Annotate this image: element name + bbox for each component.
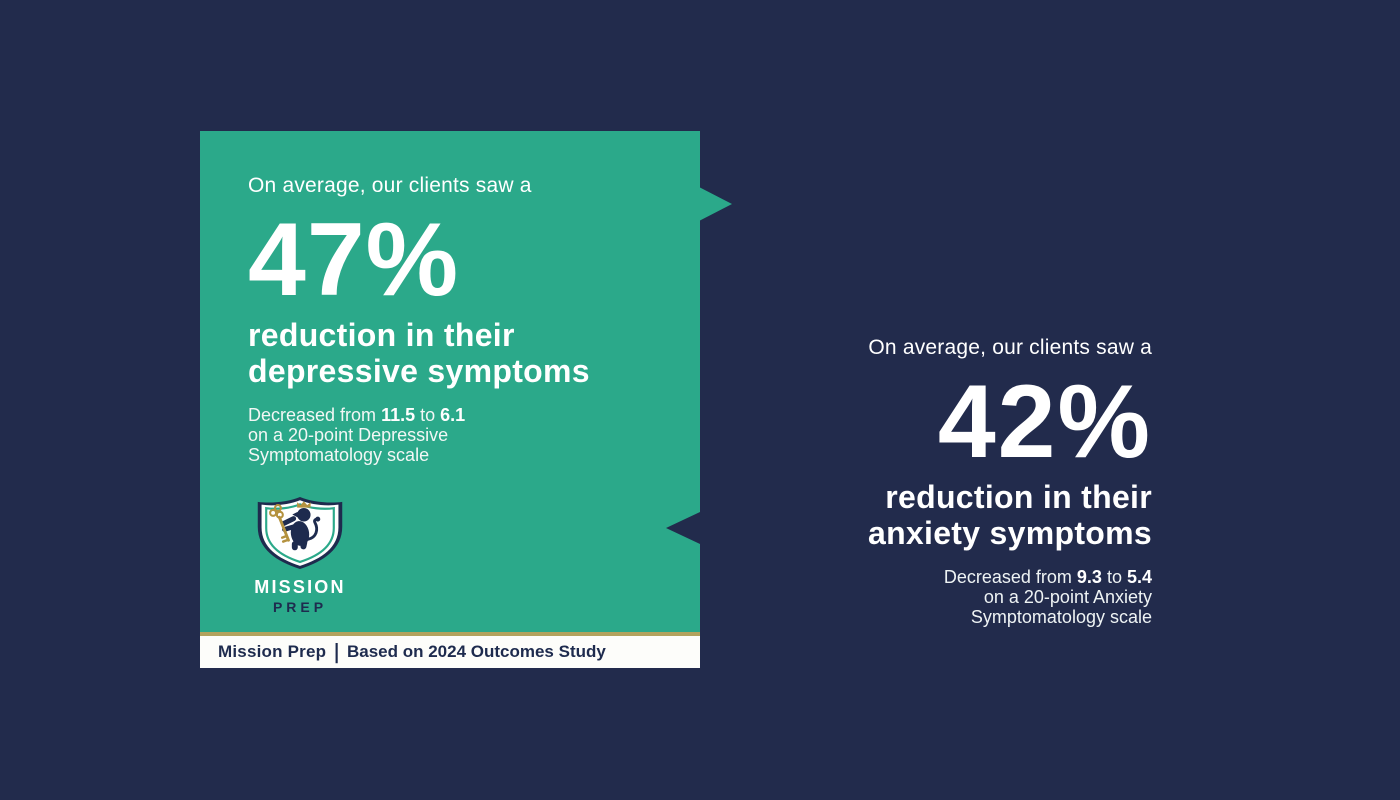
depression-eyebrow-text: On average, our clients saw a — [248, 174, 532, 197]
lion-icon — [280, 507, 321, 550]
anxiety-eyebrow-text: On average, our clients saw a — [868, 336, 1152, 359]
depression-detail-line1: Decreased from 11.5 to 6.1 — [248, 405, 660, 425]
mission-prep-logo: MISSION PREP — [244, 495, 356, 615]
anxiety-detail-line3: Symptomatology scale — [970, 606, 1152, 627]
anxiety-headline: reduction in their anxiety symptoms — [868, 479, 1152, 551]
depression-headline-line1: reduction in their — [248, 316, 515, 353]
anxiety-detail-line2: on a 20-point Anxiety — [983, 586, 1152, 607]
speech-tail-right-icon — [699, 187, 732, 221]
depression-card-body: On average, our clients saw a 47% reduct… — [200, 131, 700, 615]
detail-mid: to — [415, 404, 441, 425]
detail-from-score: 11.5 — [381, 404, 416, 425]
detail-mid: to — [1101, 566, 1127, 587]
depression-detail-line3: Symptomatology scale — [248, 444, 430, 465]
speech-notch-left-icon — [666, 512, 700, 544]
detail-from-score: 9.3 — [1076, 566, 1102, 587]
detail-to-score: 5.4 — [1126, 566, 1152, 587]
footer-divider: | — [334, 639, 339, 664]
crown-icon — [297, 501, 311, 508]
shield-logo-icon — [257, 496, 343, 569]
anxiety-headline-line2: anxiety symptoms — [867, 514, 1152, 551]
detail-prefix: Decreased from — [943, 566, 1077, 587]
depression-stat-value: 47% — [248, 202, 460, 318]
anxiety-stat-value: 42% — [937, 364, 1152, 480]
anxiety-detail-text: Decreased from 9.3 to 5.4 on a 20-point … — [868, 567, 1152, 627]
card-footer: Mission Prep | Based on 2024 Outcomes St… — [200, 632, 700, 668]
logo-wordmark-sub: PREP — [272, 598, 328, 615]
footer-brand-text: Mission Prep — [218, 642, 327, 661]
detail-prefix: Decreased from — [248, 404, 382, 425]
detail-to-score: 6.1 — [440, 404, 466, 425]
depression-detail-line2: on a 20-point Depressive — [248, 424, 449, 445]
depression-stat-card: On average, our clients saw a 47% reduct… — [200, 131, 732, 668]
anxiety-stat-block: On average, our clients saw a 42% reduct… — [868, 335, 1152, 627]
anxiety-headline-line1: reduction in their — [885, 478, 1152, 515]
depression-detail-text: Decreased from 11.5 to 6.1 on a 20-point… — [248, 405, 660, 465]
logo-wordmark: MISSION — [254, 576, 346, 597]
depression-headline: reduction in their depressive symptoms — [248, 317, 660, 389]
depression-headline-line2: depressive symptoms — [248, 352, 590, 389]
footer-study-text: Based on 2024 Outcomes Study — [346, 642, 606, 661]
key-icon — [269, 503, 290, 543]
anxiety-detail-line1: Decreased from 9.3 to 5.4 — [868, 567, 1152, 587]
